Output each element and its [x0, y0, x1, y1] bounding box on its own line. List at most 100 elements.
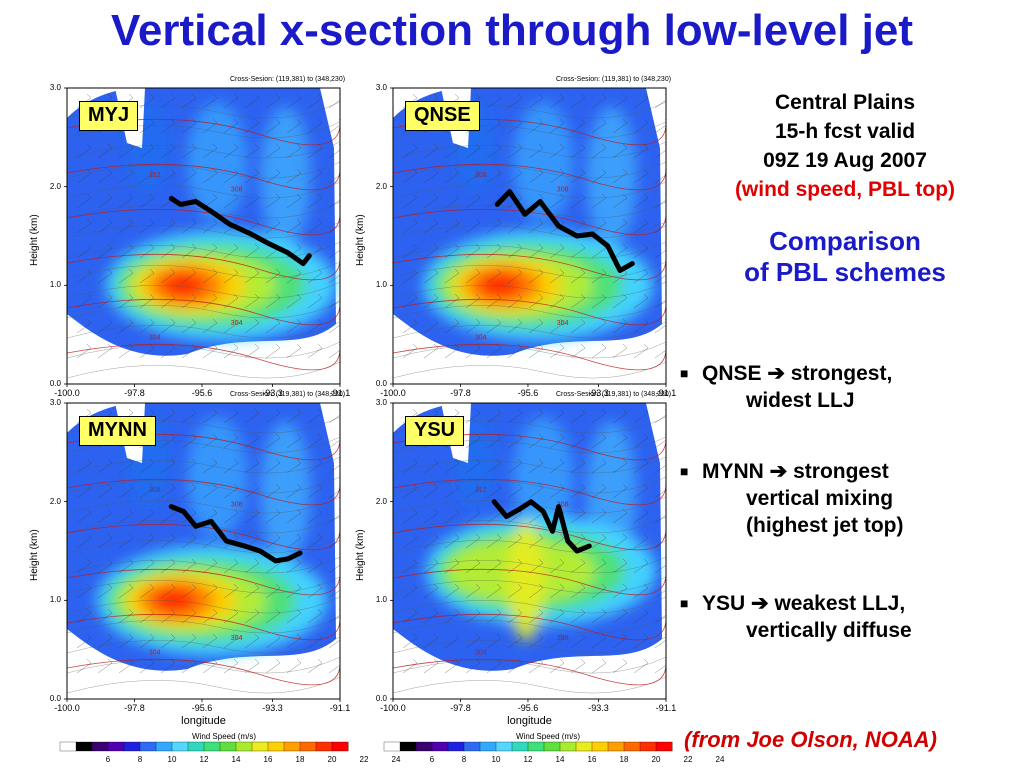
slide-title: Vertical x-section through low-level jet: [111, 6, 913, 55]
bullet-scheme: QNSE: [702, 362, 762, 385]
x-tick-label: -93.3: [262, 388, 283, 398]
colorbar-swatch: [511, 741, 529, 752]
bullet-square-icon: ■: [680, 595, 689, 611]
y-tick-label: 3.0: [49, 398, 61, 407]
y-axis-label: Height (km): [355, 214, 366, 266]
x-tick-label: -100.0: [380, 703, 406, 713]
bullet-square-icon: ■: [680, 463, 689, 479]
bullet-continuation: vertical mixing: [746, 487, 894, 510]
colorbar-tick-label: 14: [231, 755, 241, 764]
contour-label: 304: [231, 320, 243, 327]
colorbar-tick-label: 18: [619, 755, 629, 764]
colorbar-swatch: [495, 741, 513, 752]
y-tick-label: 2.0: [375, 496, 387, 506]
bullet-continuation: vertically diffuse: [746, 619, 912, 642]
region-line: Central Plains: [774, 91, 916, 114]
bullet-scheme: YSU: [702, 592, 746, 615]
x-tick-label: -100.0: [380, 388, 406, 398]
scheme-badge: MYNN: [79, 416, 156, 446]
bullet-item: ■ QNSE ➔ strongest, widest LLJ: [680, 360, 1010, 414]
x-tick-label: -97.8: [124, 388, 145, 398]
colorbar-swatch: [219, 741, 237, 752]
x-tick-label: -91.1: [655, 703, 677, 713]
colorbar-tick-label: 12: [199, 755, 209, 764]
colorbar-tick-label: 8: [461, 755, 467, 764]
x-tick-label: -93.3: [588, 703, 609, 713]
colorbar-tick-label: 16: [587, 755, 597, 764]
x-tick-label: -97.8: [124, 703, 145, 713]
colorbar-swatch: [399, 741, 417, 752]
contour-label: 312: [149, 172, 161, 179]
colorbar-swatch: [187, 741, 205, 752]
x-tick-label: -91.1: [329, 703, 351, 713]
side-notes: Central Plains 15-h fcst valid 09Z 19 Au…: [680, 88, 1010, 288]
contour-label: 312: [475, 487, 487, 494]
colorbar-swatch: [123, 741, 141, 752]
y-tick-label: 1.0: [375, 280, 387, 290]
bullet-description: strongest: [793, 460, 889, 483]
colorbar-swatch: [75, 741, 93, 752]
x-tick-label: -95.6: [517, 703, 539, 713]
bullet-first-line: QNSE ➔ strongest,: [680, 360, 1010, 387]
colorbar-swatch: [559, 741, 577, 752]
colorbar-tick-label: 8: [137, 755, 143, 764]
colorbar-swatch: [107, 741, 125, 752]
contour-label: 304: [475, 335, 487, 342]
colorbar-title: Wind Speed (m/s): [515, 732, 581, 741]
contour-label: 308: [231, 502, 243, 509]
x-tick-label: -100.0: [54, 703, 80, 713]
bullet-description: strongest,: [790, 362, 893, 385]
contour-label: 304: [475, 650, 487, 657]
colorbar-swatch: [639, 741, 657, 752]
colorbar-swatch: [235, 741, 253, 752]
colorbar-swatch: [447, 741, 465, 752]
x-axis-label: longitude: [507, 715, 552, 727]
x-tick-label: -95.6: [191, 703, 213, 713]
colorbar-swatch: [575, 741, 593, 752]
bullet-continuation: (highest jet top): [746, 514, 904, 537]
y-axis-label: Height (km): [355, 529, 366, 581]
x-tick-label: -97.8: [450, 703, 471, 713]
colorbar-swatch: [463, 741, 481, 752]
y-tick-label: 3.0: [375, 398, 387, 407]
cross-section-header: Cross-Sesion: (119,381) to (348,230): [556, 391, 672, 398]
arrow-right-icon: ➔: [763, 460, 794, 483]
colorbar-swatch: [155, 741, 173, 752]
comparison-heading-2: of PBL schemes: [744, 257, 946, 287]
scheme-badge: MYJ: [79, 101, 139, 131]
y-axis-label: Height (km): [29, 529, 40, 581]
x-axis-label: longitude: [181, 715, 226, 727]
colorbar-swatch: [203, 741, 221, 752]
colorbar-tick-label: 10: [167, 755, 177, 764]
y-tick-label: 3.0: [49, 83, 61, 92]
cross-section-header: Cross-Sesion: (119,381) to (348,230): [230, 391, 346, 398]
colorbar-swatch: [607, 741, 625, 752]
y-axis-label: Height (km): [29, 214, 40, 266]
contour-label: 304: [231, 635, 243, 642]
bullet-square-icon: ■: [680, 365, 689, 381]
colorbar-swatch: [331, 741, 349, 752]
colorbar-swatch: [383, 741, 401, 752]
colorbar-tick-label: 20: [651, 755, 661, 764]
credit-line: (from Joe Olson, NOAA): [684, 727, 938, 752]
colorbar-swatch: [527, 741, 545, 752]
pbl-top-line: [491, 499, 592, 554]
y-tick-label: 0.0: [49, 694, 61, 703]
contour-label: 304: [149, 335, 161, 342]
cross-section-header: Cross-Sesion: (119,381) to (348,230): [230, 76, 346, 83]
comparison-heading: Comparison: [769, 226, 921, 256]
colorbar-tick-label: 22: [359, 755, 369, 764]
colorbar-swatch: [171, 741, 189, 752]
colorbar-swatch: [315, 741, 333, 752]
x-tick-label: -91.1: [655, 388, 677, 398]
y-tick-label: 2.0: [49, 496, 61, 506]
contour-label: 304: [557, 320, 569, 327]
contour-label: 308: [557, 187, 569, 194]
contour-label: 304: [149, 650, 161, 657]
y-tick-label: 1.0: [49, 595, 61, 605]
bullet-continuation: widest LLJ: [746, 389, 855, 412]
colorbar-tick-label: 6: [105, 755, 111, 764]
y-tick-label: 1.0: [49, 280, 61, 290]
colorbar-tick-label: 14: [555, 755, 565, 764]
bullet-item: ■ MYNN ➔ strongest vertical mixing (highest…: [680, 458, 1010, 539]
